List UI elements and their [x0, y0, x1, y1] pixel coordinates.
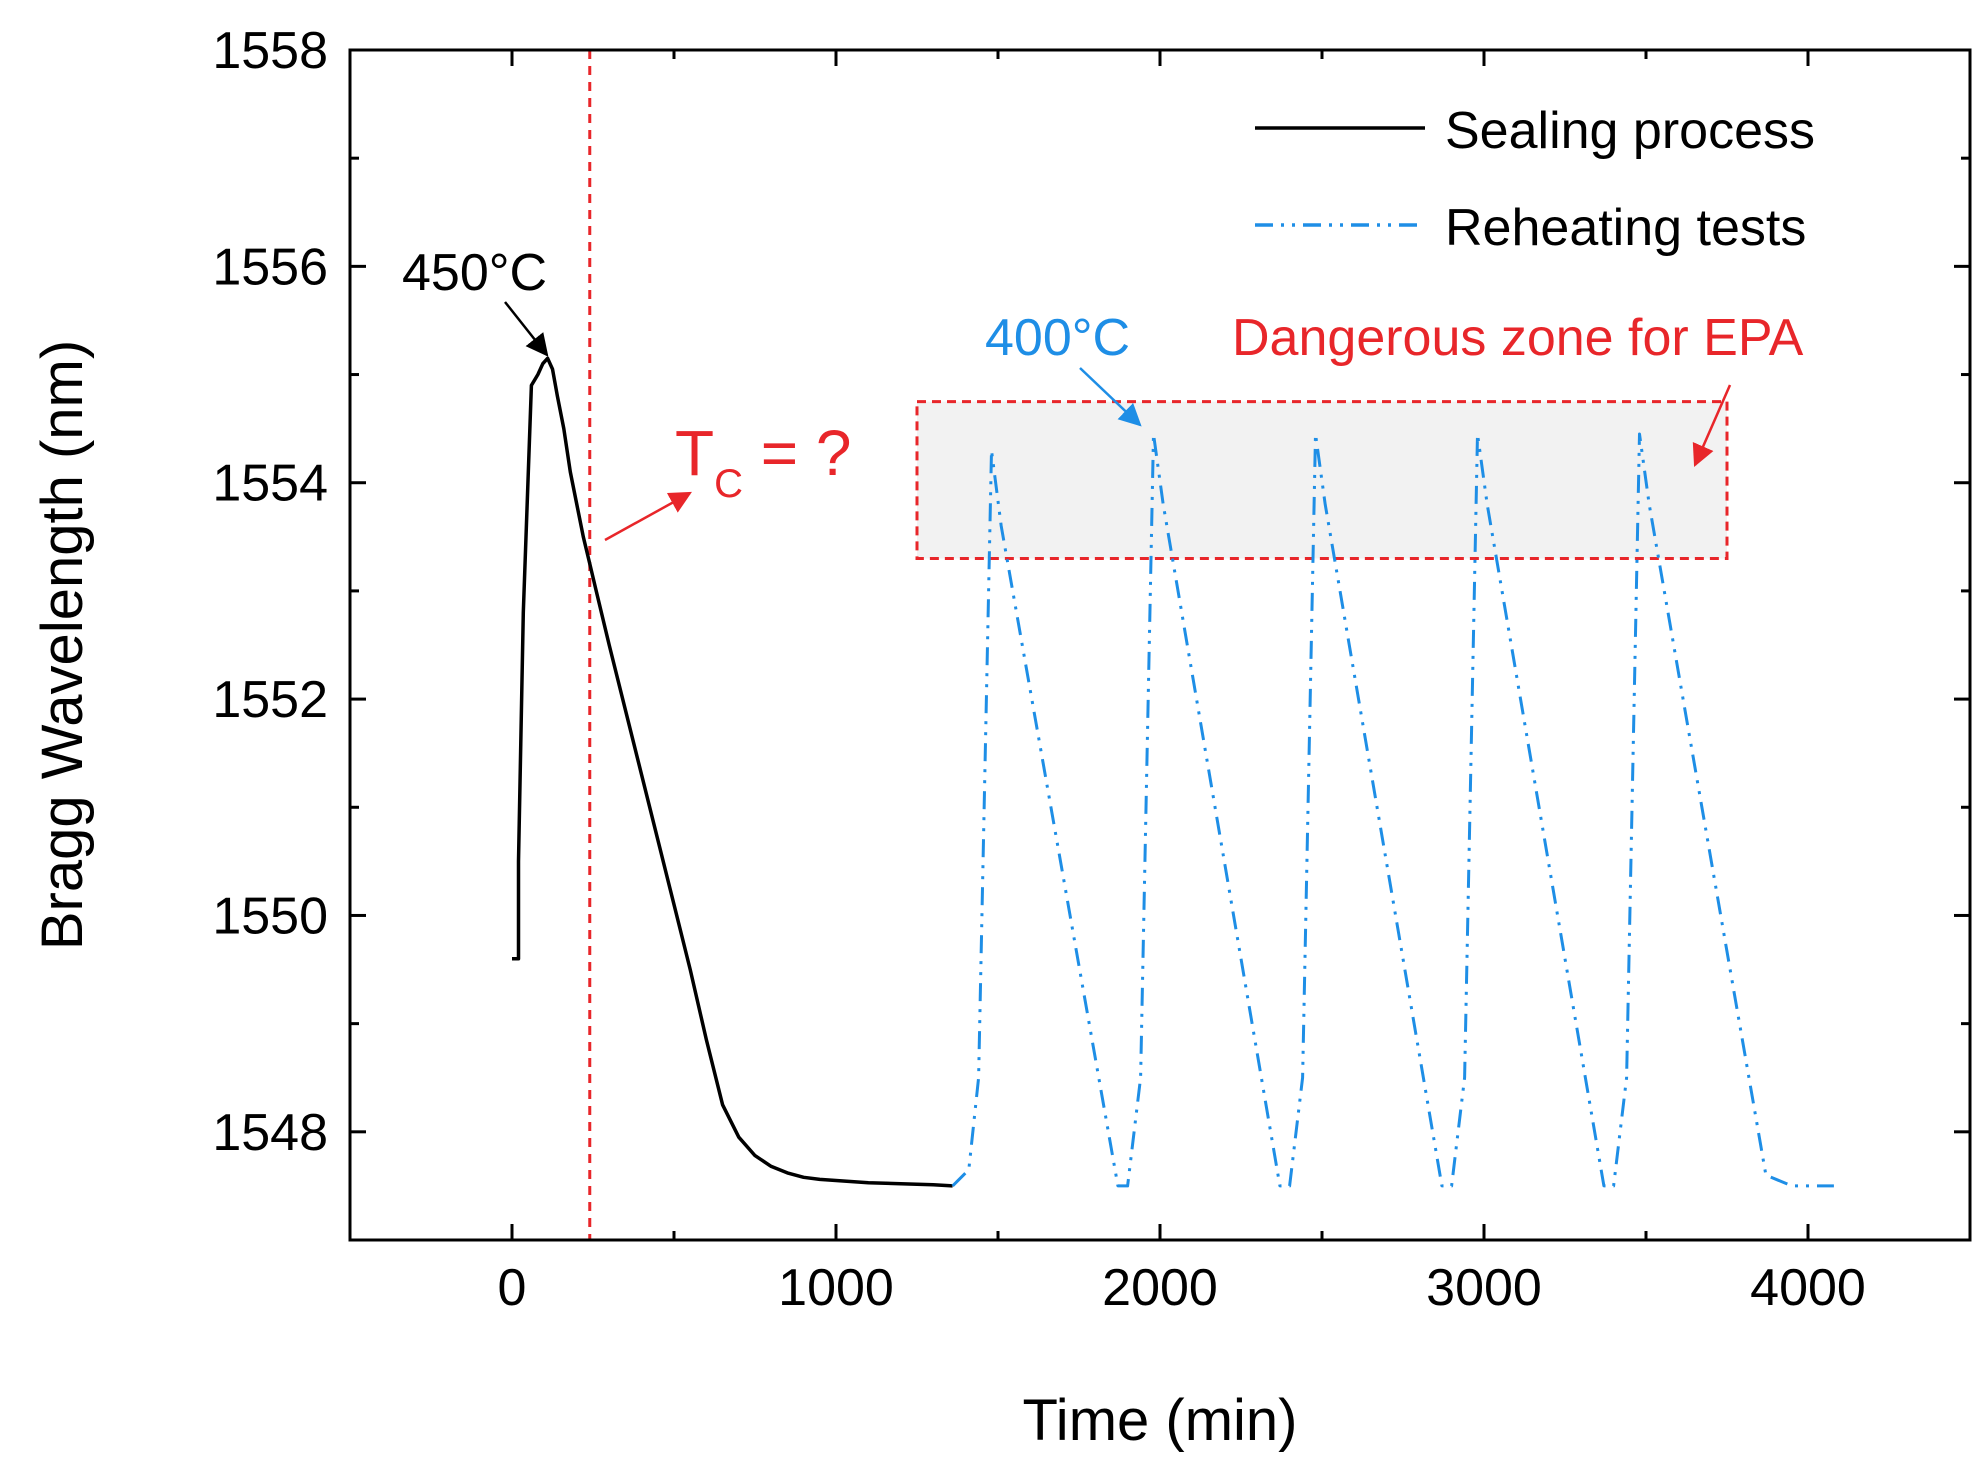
y-axis-ticks: 1548 1550 1552 1554 1556 1558	[212, 22, 1970, 1162]
danger-zone-box	[915, 400, 1729, 560]
y-tick-label: 1552	[212, 671, 328, 729]
x-tick-label: 4000	[1750, 1259, 1866, 1317]
x-tick-label: 1000	[778, 1259, 894, 1317]
annotation-peak-reheat-arrow	[1079, 367, 1142, 427]
x-tick-label: 0	[498, 1259, 527, 1317]
annotation-tc: TC = ?	[675, 417, 852, 506]
x-tick-label: 3000	[1426, 1259, 1542, 1317]
y-tick-label: 1550	[212, 887, 328, 945]
y-tick-label: 1558	[212, 22, 328, 80]
annotation-peak-sealing: 450°C	[402, 244, 547, 302]
y-axis-label: Bragg Wavelength (nm)	[30, 340, 95, 950]
annotation-tc-arrow	[604, 491, 692, 542]
x-tick-label: 2000	[1102, 1259, 1218, 1317]
x-axis-ticks: 0 1000 2000 3000 4000	[498, 50, 1866, 1317]
y-tick-label: 1556	[212, 238, 328, 296]
y-tick-label: 1554	[212, 455, 328, 513]
series-reheating-tests-line	[951, 432, 1834, 1188]
x-axis-label: Time (min)	[1023, 1388, 1298, 1453]
annotation-danger-zone-arrow	[1692, 384, 1732, 468]
legend: Sealing process Reheating tests	[1255, 102, 1815, 257]
annotation-peak-reheat: 400°C	[985, 309, 1130, 367]
annotation-danger-zone: Dangerous zone for EPA	[1232, 309, 1804, 367]
y-tick-label: 1548	[212, 1104, 328, 1162]
legend-label-reheating-tests: Reheating tests	[1445, 199, 1806, 257]
legend-label-sealing-process: Sealing process	[1445, 102, 1815, 160]
annotation-peak-sealing-arrow	[504, 301, 549, 357]
series-sealing-process-line	[512, 356, 953, 1188]
